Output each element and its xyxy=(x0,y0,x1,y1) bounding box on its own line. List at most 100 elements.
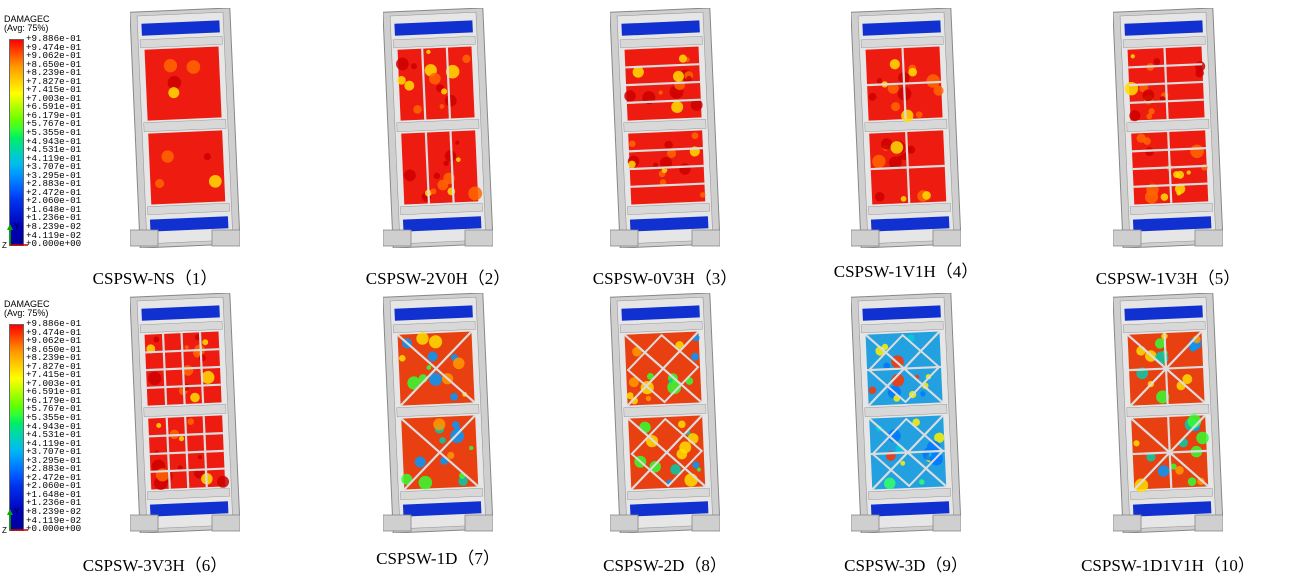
bottom-band xyxy=(149,216,229,232)
bottom-band xyxy=(402,216,482,232)
axis-y-label: Y xyxy=(14,507,20,516)
wall-panel-3 xyxy=(610,8,720,248)
wall-panel-8 xyxy=(610,293,720,533)
legend-value: +4.119e-02 xyxy=(26,229,82,241)
bottom-band xyxy=(149,501,229,517)
legend-value: +8.650e-01 xyxy=(26,343,82,355)
legend-variable: DAMAGEC xyxy=(4,299,50,309)
top-band xyxy=(862,20,941,36)
infill-plate-2 xyxy=(148,130,226,205)
legend-value: +0.000e+00 xyxy=(26,523,82,535)
bottom-band xyxy=(629,501,709,517)
axis-z-label: Z xyxy=(2,526,7,534)
bottom-band xyxy=(1132,216,1212,232)
legend-value: +7.827e-01 xyxy=(26,360,82,372)
legend-value: +8.239e-01 xyxy=(26,67,82,79)
legend-value: +4.119e-02 xyxy=(26,514,82,526)
legend-value: +2.060e-01 xyxy=(26,480,82,492)
legend-value: +7.415e-01 xyxy=(26,84,82,96)
legend-value: +2.883e-01 xyxy=(26,463,82,475)
bottom-band xyxy=(870,501,950,517)
legend-value: +2.472e-01 xyxy=(26,471,82,483)
legend-value: +9.474e-01 xyxy=(26,326,82,338)
legend-value: +4.119e-01 xyxy=(26,437,82,449)
legend-value: +3.707e-01 xyxy=(26,446,82,458)
panel-caption: CSPSW-1V3H（5） xyxy=(1095,269,1241,288)
legend-value: +6.591e-01 xyxy=(26,101,82,113)
top-band xyxy=(862,305,941,321)
legend-value: +9.886e-01 xyxy=(26,33,82,44)
legend-value: +5.355e-01 xyxy=(26,127,82,139)
legend-value: +4.943e-01 xyxy=(26,135,82,147)
legend-value: +1.648e-01 xyxy=(26,203,82,215)
wall-panel-5 xyxy=(1113,8,1223,248)
wall-panel-1 xyxy=(130,8,240,248)
bottom-band xyxy=(1132,501,1212,517)
top-band xyxy=(1124,305,1203,321)
top-band xyxy=(394,20,473,36)
legend-color-bar xyxy=(9,39,24,246)
legend-value: +8.239e-01 xyxy=(26,352,82,364)
axis-y-label: Y xyxy=(14,222,20,231)
axis-triad-icon: Y Z xyxy=(2,507,28,534)
legend-averaging: (Avg: 75%) xyxy=(4,308,49,318)
legend-value: +4.531e-01 xyxy=(26,429,82,441)
legend-value: +4.119e-01 xyxy=(26,152,82,164)
panel-caption: CSPSW-1D（7） xyxy=(376,549,500,568)
top-band xyxy=(1124,20,1203,36)
legend-value: +5.355e-01 xyxy=(26,412,82,424)
wall-panel-10 xyxy=(1113,293,1223,533)
wall-panel-2 xyxy=(383,8,493,248)
legend-value-list: +9.886e-01 +9.474e-01 +9.062e-01 +8.650e-01… xyxy=(26,318,82,535)
legend-value: +7.827e-01 xyxy=(26,75,82,87)
legend-color-bar xyxy=(9,324,24,531)
legend-value: +7.003e-01 xyxy=(26,92,82,104)
legend-value: +2.472e-01 xyxy=(26,186,82,198)
top-band xyxy=(141,305,220,321)
legend-value: +8.239e-02 xyxy=(26,221,82,233)
panel-caption: CSPSW-1V1H（4） xyxy=(833,262,979,281)
panel-caption: CSPSW-NS（1） xyxy=(92,269,218,288)
bottom-band xyxy=(629,216,709,232)
legend-value: +8.650e-01 xyxy=(26,58,82,70)
legend-value: +9.062e-01 xyxy=(26,50,82,62)
panel-caption: CSPSW-0V3H（3） xyxy=(592,269,738,288)
legend-value: +1.648e-01 xyxy=(26,488,82,500)
legend-value: +2.060e-01 xyxy=(26,195,82,207)
wall-panel-9 xyxy=(851,293,961,533)
top-band xyxy=(141,20,220,36)
top-band xyxy=(394,305,473,321)
bottom-band xyxy=(870,216,950,232)
panel-caption: CSPSW-2D（8） xyxy=(603,556,727,575)
legend-value: +3.295e-01 xyxy=(26,454,82,466)
legend-value: +4.943e-01 xyxy=(26,420,82,432)
infill-plate-1 xyxy=(144,46,222,121)
legend-value: +6.179e-01 xyxy=(26,394,82,406)
legend-value: +1.236e-01 xyxy=(26,212,82,224)
legend-value: +3.295e-01 xyxy=(26,169,82,181)
legend-variable: DAMAGEC xyxy=(4,14,50,24)
bottom-band xyxy=(402,501,482,517)
panel-caption: CSPSW-3V3H（6） xyxy=(82,556,228,575)
panel-caption: CSPSW-3D（9） xyxy=(844,556,968,575)
legend-value: +9.474e-01 xyxy=(26,41,82,53)
legend-value: +0.000e+00 xyxy=(26,238,82,250)
legend-value-list: +9.886e-01 +9.474e-01 +9.062e-01 +8.650e-01… xyxy=(26,33,82,250)
legend-value: +6.179e-01 xyxy=(26,109,82,121)
legend-value: +3.707e-01 xyxy=(26,161,82,173)
legend-value: +9.886e-01 xyxy=(26,318,82,329)
infill-plate-2 xyxy=(401,130,479,205)
legend-value: +6.591e-01 xyxy=(26,386,82,398)
legend-value: +4.531e-01 xyxy=(26,144,82,156)
legend-value: +7.003e-01 xyxy=(26,377,82,389)
wall-panel-7 xyxy=(383,293,493,533)
top-band xyxy=(621,20,700,36)
wall-panel-6 xyxy=(130,293,240,533)
top-band xyxy=(621,305,700,321)
legend-value: +8.239e-02 xyxy=(26,506,82,518)
legend-value: +1.236e-01 xyxy=(26,497,82,509)
legend-value: +5.767e-01 xyxy=(26,403,82,415)
damage-legend-bottom: DAMAGEC (Avg: 75%) +9.886e-01 +9.474e-01 +… xyxy=(2,299,122,535)
legend-value: +9.062e-01 xyxy=(26,335,82,347)
panel-caption: CSPSW-1D1V1H（10） xyxy=(1081,556,1255,575)
